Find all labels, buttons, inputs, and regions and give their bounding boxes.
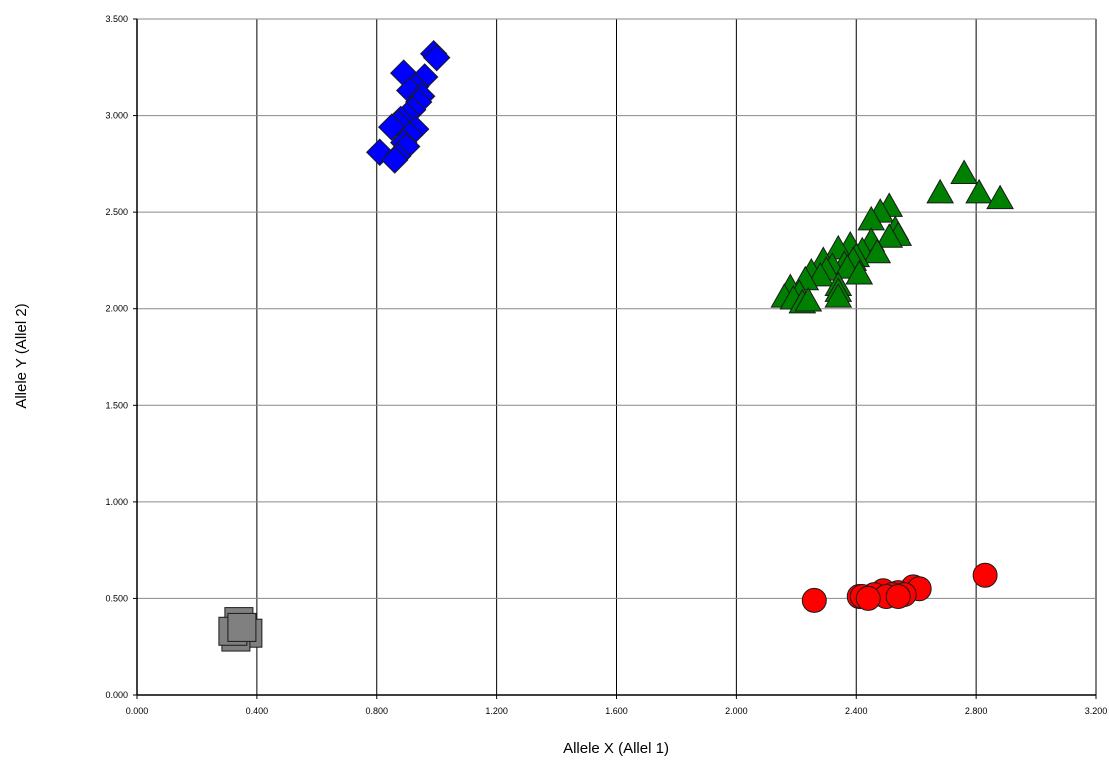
circle-point [885, 583, 911, 609]
y-tick-label: 3.500 [105, 14, 128, 24]
y-tick-label: 0.500 [105, 593, 128, 603]
ticks-layer: 0.000 0.400 0.800 1.200 1.600 2.000 2.400 2.800… [105, 14, 1107, 716]
triangle-point [845, 259, 874, 285]
y-tick-label: 1.000 [105, 497, 128, 507]
circle-point [855, 585, 881, 611]
square-point [227, 612, 257, 642]
y-axis-title: Allele Y (Allel 2) [13, 303, 30, 408]
triangle-point [926, 178, 955, 204]
y-tick-label: 3.000 [105, 111, 128, 121]
y-tick-label: 2.000 [105, 304, 128, 314]
triangle-point [824, 283, 853, 308]
diamond-point [381, 146, 409, 174]
grid-layer [137, 18, 1097, 695]
triangle-point [794, 286, 823, 312]
triangle-point [863, 238, 892, 264]
diamond-point [422, 43, 451, 72]
points-layer [218, 40, 1014, 652]
x-tick-label: 0.000 [126, 706, 149, 716]
triangle-point [986, 184, 1014, 210]
triangle-point [806, 261, 835, 287]
y-tick-label: 1.500 [105, 400, 128, 410]
x-tick-label: 3.200 [1085, 706, 1108, 716]
x-tick-label: 1.600 [605, 706, 628, 716]
x-tick-label: 0.400 [246, 706, 269, 716]
x-tick-label: 2.000 [725, 706, 748, 716]
y-tick-label: 0.000 [105, 690, 128, 700]
circle-point [972, 562, 998, 588]
triangle-point [875, 223, 904, 248]
y-tick-label: 2.500 [105, 207, 128, 217]
triangle-point [950, 159, 978, 185]
x-tick-label: 0.800 [365, 706, 388, 716]
x-tick-label: 2.400 [845, 706, 868, 716]
circle-point [801, 587, 827, 613]
x-tick-label: 1.200 [485, 706, 508, 716]
triangle-point [965, 178, 993, 204]
x-tick-label: 2.800 [965, 706, 988, 716]
x-axis-title: Allele X (Allel 1) [563, 740, 669, 757]
